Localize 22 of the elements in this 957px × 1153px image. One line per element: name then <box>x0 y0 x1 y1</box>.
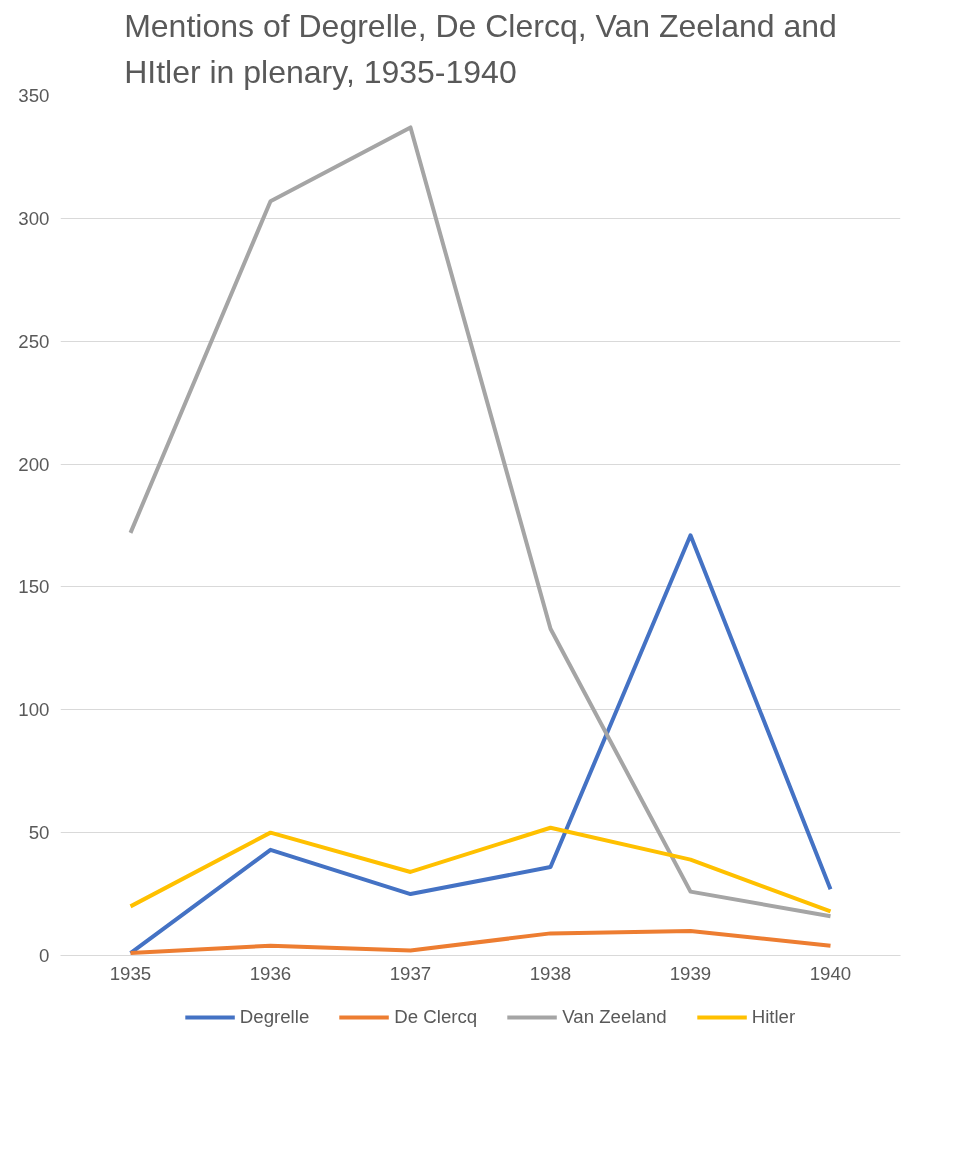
y-tick-label: 50 <box>28 822 50 844</box>
y-tick-label: 200 <box>18 453 50 475</box>
y-tick-label: 150 <box>18 576 50 598</box>
legend-label: De Clercq <box>394 1006 478 1028</box>
x-tick-label: 1937 <box>389 962 432 984</box>
y-tick-label: 350 <box>18 85 50 106</box>
line-series <box>128 928 833 956</box>
x-tick-label: 1936 <box>249 962 292 984</box>
legend-label: Degrelle <box>239 1006 310 1028</box>
legend-label: Van Zeeland <box>562 1006 667 1028</box>
y-tick-label: 100 <box>18 699 50 721</box>
x-tick-label: 1940 <box>809 962 852 984</box>
y-tick-label: 250 <box>18 330 50 352</box>
chart-title: Mentions of Degrelle, De Clercq, Van Zeeland and HItler in plenary, 1935-1940 <box>124 7 837 91</box>
legend-label: Hitler <box>751 1006 796 1028</box>
line-series <box>128 825 833 914</box>
y-tick-label: 300 <box>18 207 50 229</box>
x-tick-label: 1938 <box>529 962 572 984</box>
y-tick-label: 0 <box>39 945 50 966</box>
line-series <box>128 125 833 919</box>
x-tick-label: 1935 <box>109 962 152 984</box>
x-tick-label: 1939 <box>669 962 712 984</box>
